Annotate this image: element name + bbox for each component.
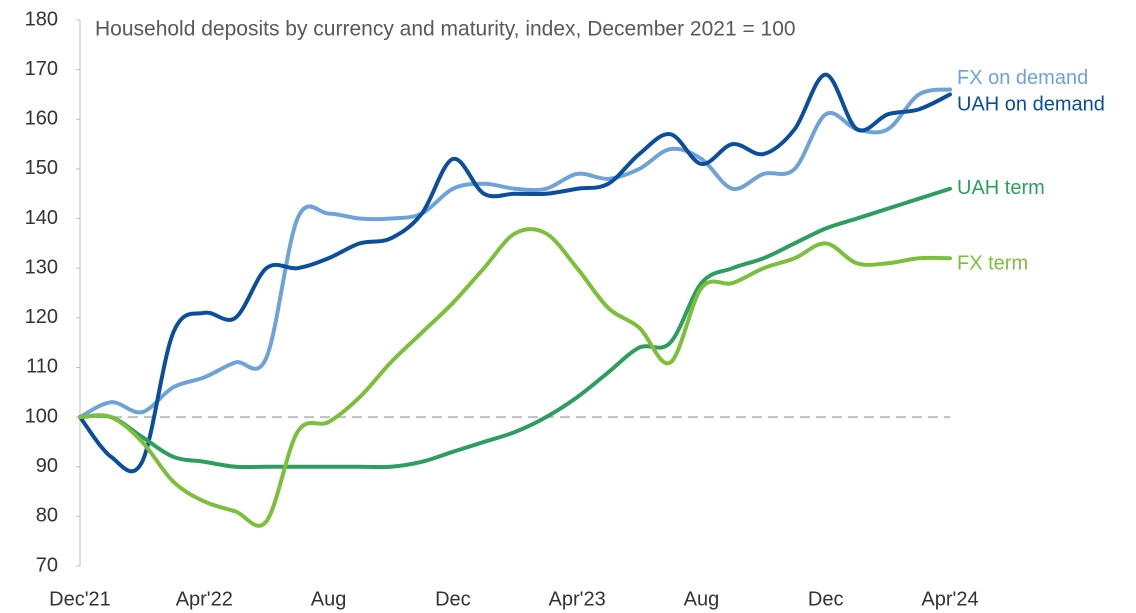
y-tick-label: 140 [25,207,58,229]
series-line [78,87,952,420]
x-tick-label: Apr'24 [921,588,978,610]
series-label: FX term [957,253,1028,275]
y-tick-label: 180 [25,8,58,30]
x-tick-label: Dec'21 [49,588,111,610]
y-tick-label: 160 [25,108,58,130]
y-tick-label: 90 [36,455,58,477]
series-label: FX on demand [957,67,1088,89]
x-tick-label: Apr'23 [549,588,606,610]
y-tick-label: 120 [25,306,58,328]
y-tick-label: 130 [25,256,58,278]
series-label: UAH on demand [957,94,1105,116]
x-tick-label: Aug [684,588,720,610]
y-tick-label: 80 [36,505,58,527]
series-line [78,186,952,470]
x-tick-label: Dec [435,588,471,610]
y-tick-label: 150 [25,157,58,179]
series-label: UAH term [957,177,1045,199]
series-line [78,72,952,474]
y-tick-label: 70 [36,554,58,576]
x-tick-label: Aug [311,588,347,610]
x-tick-label: Apr'22 [176,588,233,610]
chart-title: Household deposits by currency and matur… [95,18,796,41]
x-tick-label: Dec [808,588,844,610]
series-line [78,227,952,528]
y-tick-label: 100 [25,405,58,427]
y-tick-label: 170 [25,58,58,80]
y-tick-label: 110 [26,356,58,378]
